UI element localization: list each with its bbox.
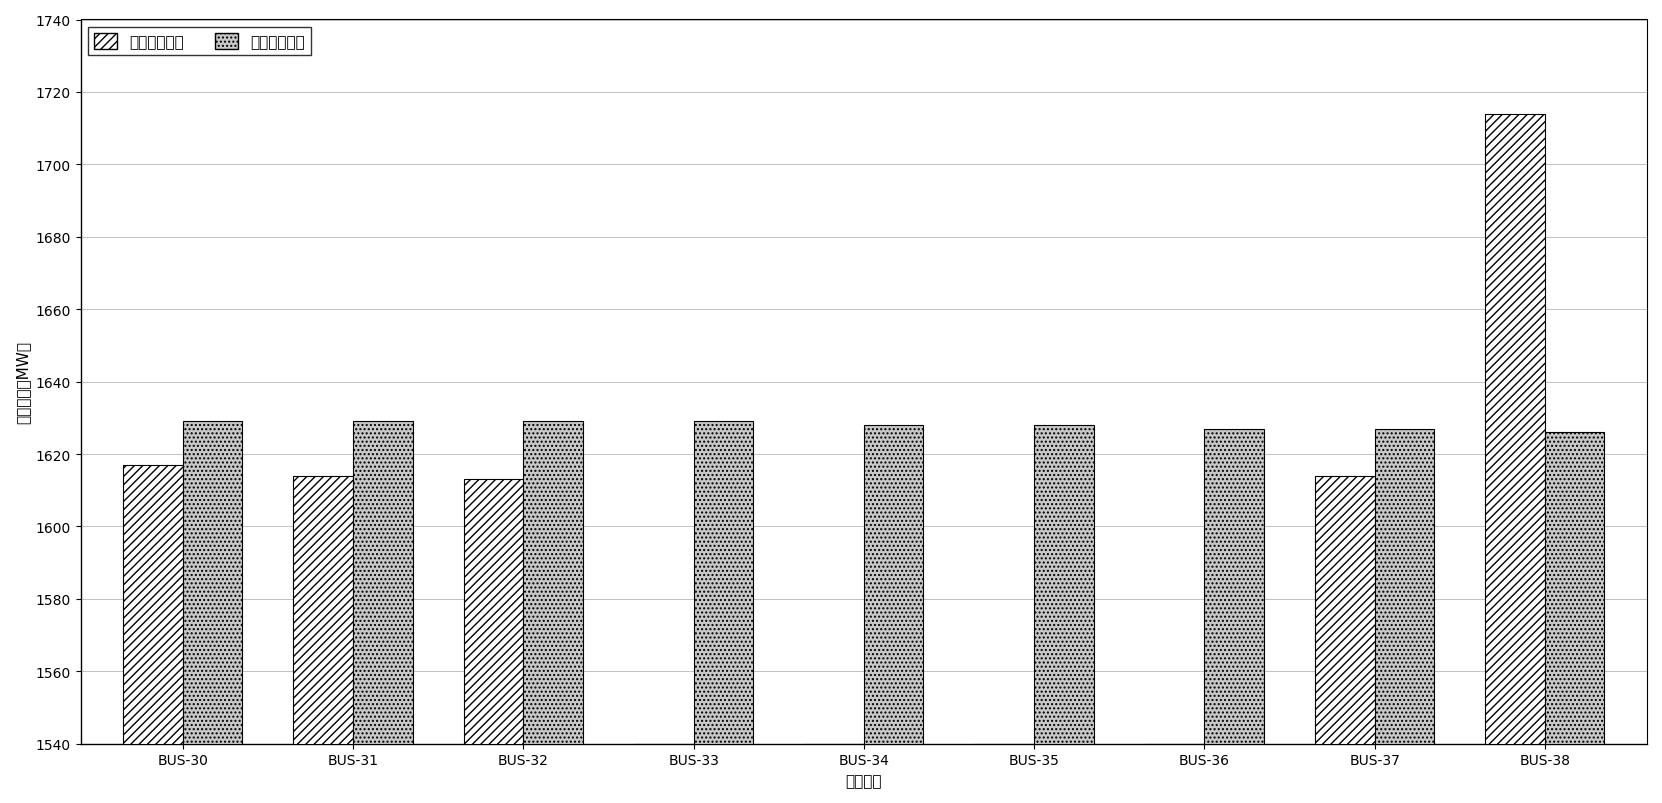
Legend: 常规连续潮流, 动态连续潮流: 常规连续潮流, 动态连续潮流 [88,28,311,56]
Bar [1145,744,1205,803]
Bar [1546,433,1604,744]
Bar [464,479,524,744]
Bar [1205,429,1263,744]
X-axis label: 平衡节点: 平衡节点 [846,773,883,788]
Bar [123,465,183,744]
Y-axis label: 负荷裕度（MW）: 负荷裕度（MW） [15,340,30,424]
Bar [524,422,583,744]
Bar [1315,476,1374,744]
Bar [1486,115,1546,744]
Bar [294,476,352,744]
Bar [974,744,1034,803]
Bar [864,426,924,744]
Bar [804,744,864,803]
Bar [1374,429,1434,744]
Bar [1034,426,1094,744]
Bar [633,744,693,803]
Bar [183,422,243,744]
Bar [693,422,753,744]
Bar [352,422,412,744]
